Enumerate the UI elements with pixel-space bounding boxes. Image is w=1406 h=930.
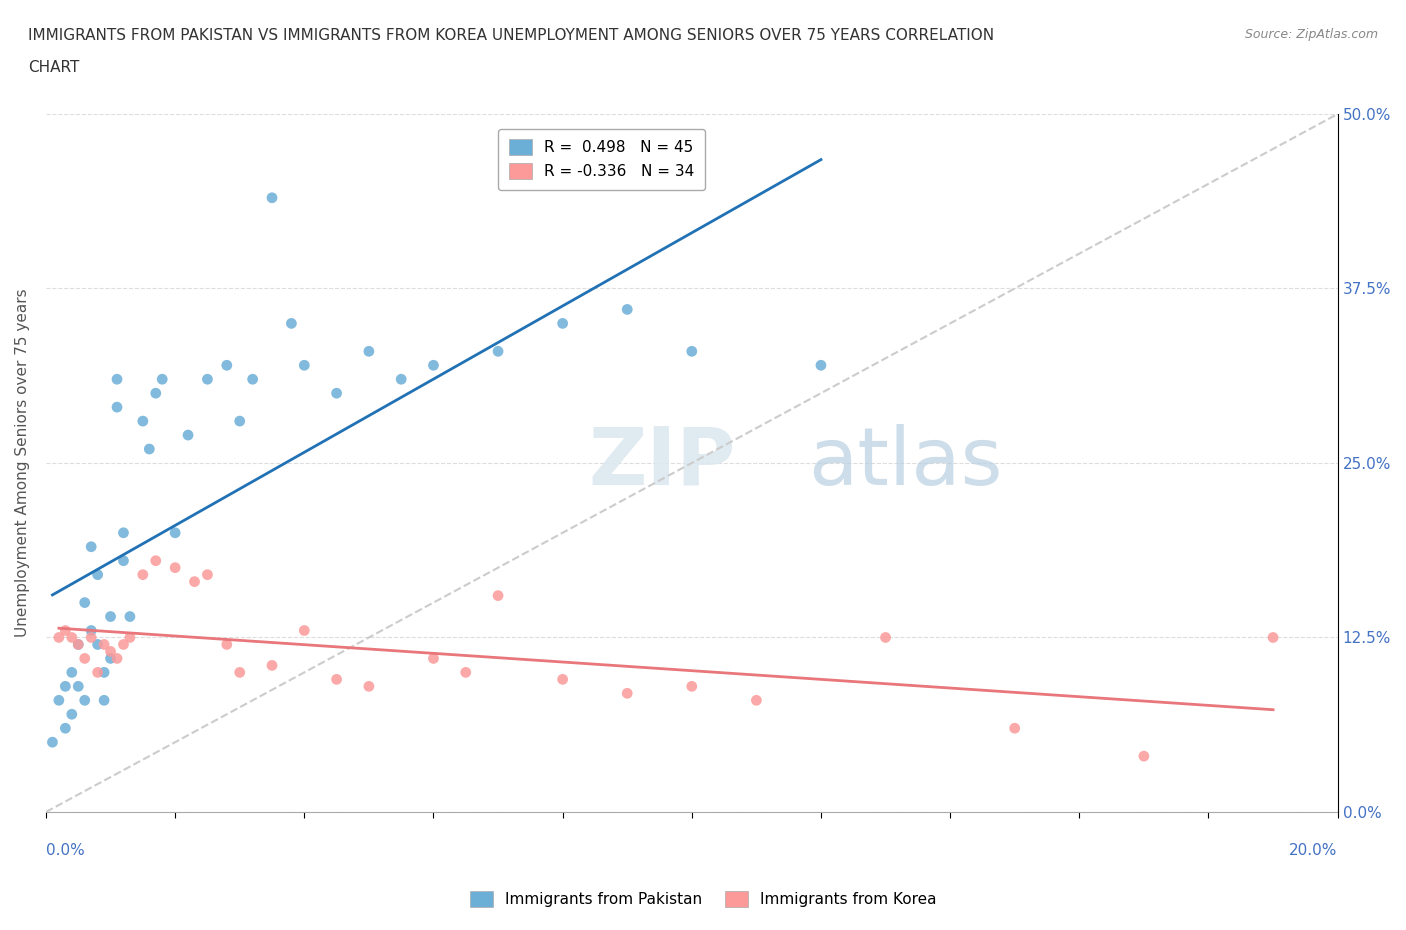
Point bbox=[357, 344, 380, 359]
Point bbox=[53, 679, 76, 694]
Point bbox=[165, 525, 187, 540]
Point bbox=[138, 442, 160, 457]
Point bbox=[280, 316, 302, 331]
Point bbox=[486, 588, 509, 603]
Point bbox=[551, 316, 574, 331]
Point bbox=[86, 665, 108, 680]
Point bbox=[53, 721, 76, 736]
Point bbox=[875, 630, 897, 644]
Y-axis label: Unemployment Among Seniors over 75 years: Unemployment Among Seniors over 75 years bbox=[15, 288, 30, 637]
Point bbox=[215, 637, 238, 652]
Point bbox=[486, 344, 509, 359]
Point bbox=[60, 665, 83, 680]
Point bbox=[292, 358, 315, 373]
Point bbox=[41, 735, 63, 750]
Point bbox=[228, 665, 250, 680]
Text: atlas: atlas bbox=[808, 424, 1002, 502]
Point bbox=[616, 302, 638, 317]
Text: ZIP: ZIP bbox=[589, 424, 735, 502]
Point bbox=[681, 344, 703, 359]
Point bbox=[681, 679, 703, 694]
Point bbox=[73, 693, 96, 708]
Point bbox=[745, 693, 768, 708]
Point bbox=[60, 630, 83, 644]
Point bbox=[228, 414, 250, 429]
Point bbox=[145, 553, 167, 568]
Point bbox=[105, 372, 128, 387]
Point bbox=[616, 686, 638, 701]
Point bbox=[86, 567, 108, 582]
Point bbox=[454, 665, 477, 680]
Point bbox=[100, 644, 122, 658]
Point bbox=[112, 637, 135, 652]
Point bbox=[80, 630, 103, 644]
Point bbox=[48, 693, 70, 708]
Point bbox=[73, 595, 96, 610]
Point bbox=[422, 358, 444, 373]
Point bbox=[165, 560, 187, 575]
Legend: Immigrants from Pakistan, Immigrants from Korea: Immigrants from Pakistan, Immigrants fro… bbox=[464, 884, 942, 913]
Text: 0.0%: 0.0% bbox=[46, 844, 84, 858]
Point bbox=[260, 658, 283, 672]
Point bbox=[422, 651, 444, 666]
Point bbox=[197, 372, 219, 387]
Point bbox=[551, 671, 574, 686]
Point bbox=[292, 623, 315, 638]
Point bbox=[93, 637, 115, 652]
Point bbox=[93, 693, 115, 708]
Point bbox=[67, 637, 90, 652]
Point bbox=[810, 358, 832, 373]
Point bbox=[215, 358, 238, 373]
Point bbox=[132, 414, 155, 429]
Text: IMMIGRANTS FROM PAKISTAN VS IMMIGRANTS FROM KOREA UNEMPLOYMENT AMONG SENIORS OVE: IMMIGRANTS FROM PAKISTAN VS IMMIGRANTS F… bbox=[28, 28, 994, 43]
Legend: R =  0.498   N = 45, R = -0.336   N = 34: R = 0.498 N = 45, R = -0.336 N = 34 bbox=[498, 128, 704, 190]
Point bbox=[177, 428, 200, 443]
Point bbox=[80, 539, 103, 554]
Text: CHART: CHART bbox=[28, 60, 80, 75]
Point bbox=[105, 400, 128, 415]
Point bbox=[73, 651, 96, 666]
Point bbox=[183, 574, 205, 589]
Text: Source: ZipAtlas.com: Source: ZipAtlas.com bbox=[1244, 28, 1378, 41]
Point bbox=[100, 651, 122, 666]
Point bbox=[1261, 630, 1284, 644]
Point bbox=[67, 679, 90, 694]
Point bbox=[260, 191, 283, 206]
Point bbox=[150, 372, 173, 387]
Point bbox=[1133, 749, 1156, 764]
Point bbox=[325, 671, 347, 686]
Point bbox=[48, 630, 70, 644]
Point bbox=[105, 651, 128, 666]
Text: 20.0%: 20.0% bbox=[1289, 844, 1337, 858]
Point bbox=[325, 386, 347, 401]
Point bbox=[53, 623, 76, 638]
Point bbox=[60, 707, 83, 722]
Point bbox=[86, 637, 108, 652]
Point bbox=[132, 567, 155, 582]
Point bbox=[357, 679, 380, 694]
Point bbox=[93, 665, 115, 680]
Point bbox=[118, 609, 141, 624]
Point bbox=[197, 567, 219, 582]
Point bbox=[118, 630, 141, 644]
Point bbox=[145, 386, 167, 401]
Point bbox=[112, 553, 135, 568]
Point bbox=[112, 525, 135, 540]
Point bbox=[80, 623, 103, 638]
Point bbox=[67, 637, 90, 652]
Point bbox=[389, 372, 412, 387]
Point bbox=[1004, 721, 1026, 736]
Point bbox=[100, 609, 122, 624]
Point bbox=[242, 372, 264, 387]
